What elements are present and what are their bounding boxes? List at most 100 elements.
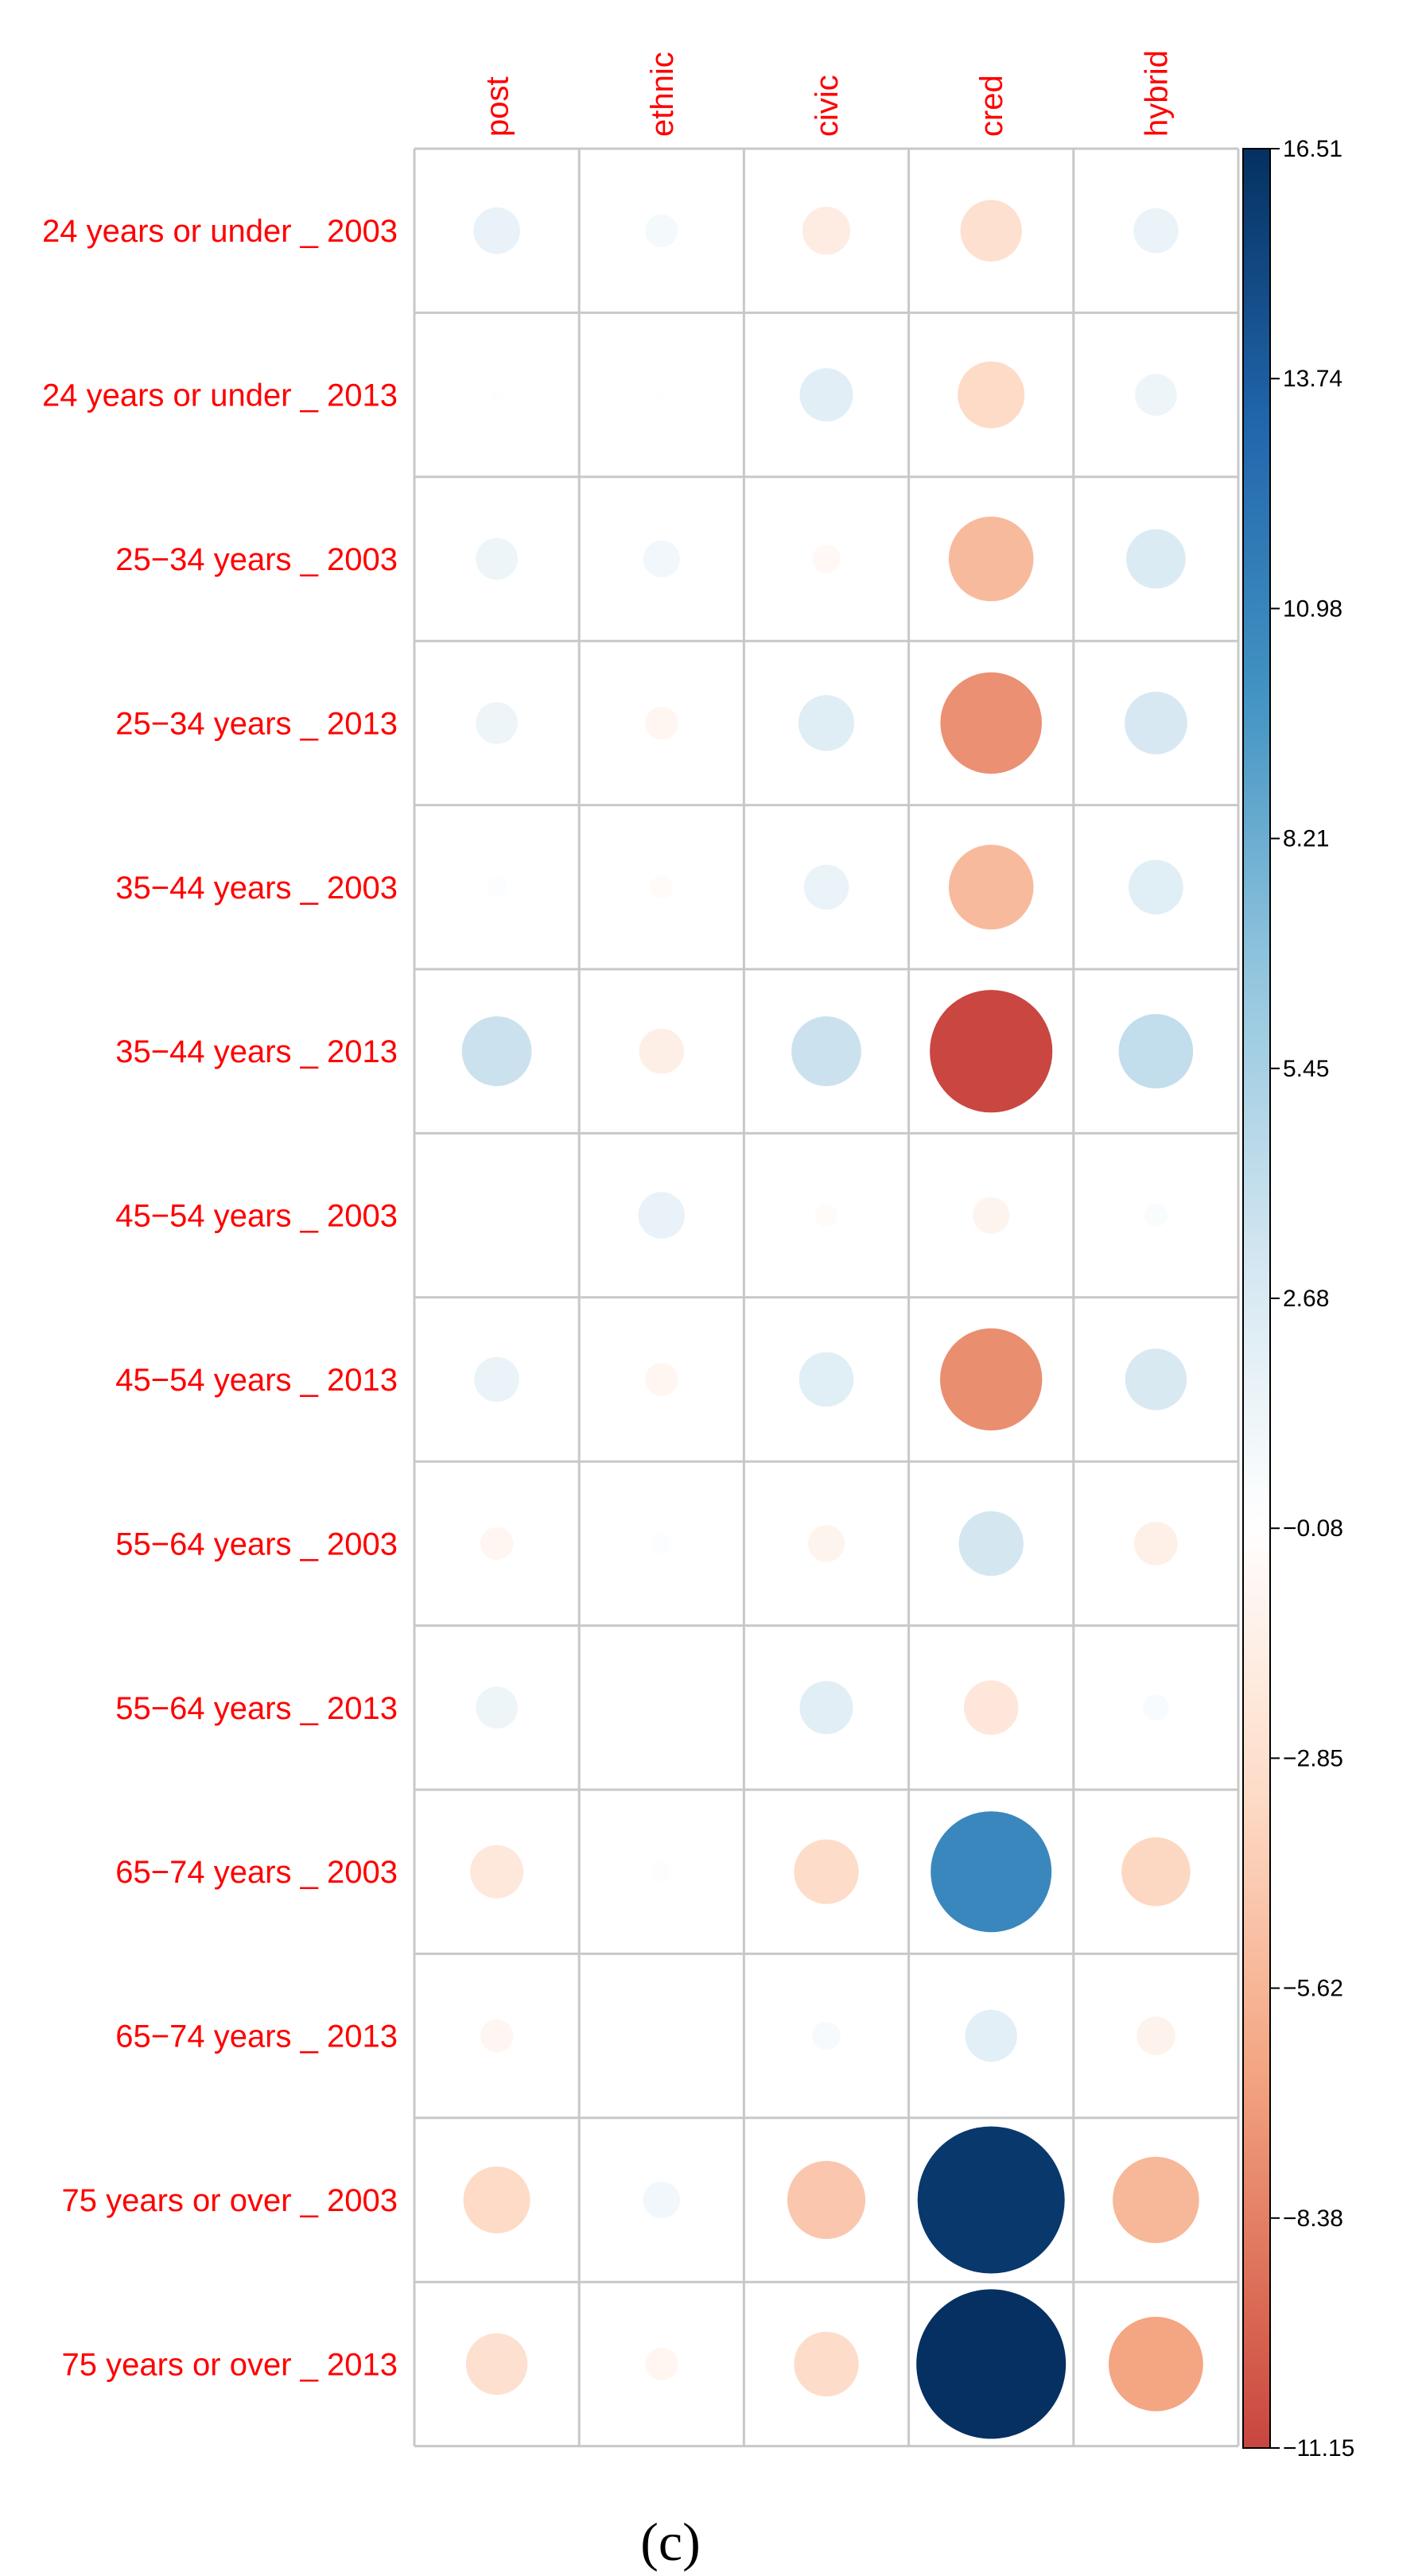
colorbar-tick-label: 8.21 bbox=[1283, 826, 1329, 852]
circle-ethnic-row-4 bbox=[645, 706, 678, 740]
circle-post-row-14 bbox=[465, 2333, 528, 2396]
row-labels: 24 years or under _ 2003 24 years or unde… bbox=[42, 214, 398, 2382]
row-label: 25−34 years _ 2003 bbox=[115, 542, 398, 577]
circle-hybrid-row-8 bbox=[1125, 1348, 1187, 1410]
circle-cred-row-13 bbox=[917, 2126, 1065, 2274]
colorbar-tick-label: −5.62 bbox=[1283, 1976, 1343, 2002]
circle-hybrid-row-11 bbox=[1121, 1837, 1191, 1907]
circles bbox=[461, 200, 1203, 2439]
circle-post-row-6 bbox=[461, 1016, 532, 1087]
circle-cred-row-3 bbox=[948, 516, 1034, 602]
circle-ethnic-row-9 bbox=[651, 1533, 672, 1554]
circle-hybrid-row-1 bbox=[1133, 208, 1179, 254]
circle-ethnic-row-2 bbox=[655, 389, 668, 401]
colorbar-tick-label: −11.15 bbox=[1283, 2435, 1354, 2462]
circle-ethnic-row-7 bbox=[638, 1192, 686, 1239]
circle-cred-row-7 bbox=[973, 1197, 1010, 1234]
circle-post-row-5 bbox=[486, 877, 507, 898]
panel-label: (c) bbox=[640, 2512, 700, 2572]
circle-post-row-10 bbox=[476, 1686, 518, 1729]
circle-cred-row-5 bbox=[948, 844, 1034, 930]
circle-hybrid-row-7 bbox=[1144, 1204, 1168, 1228]
circle-cred-row-14 bbox=[916, 2289, 1067, 2439]
circle-cred-row-11 bbox=[931, 1811, 1052, 1933]
row-label: 75 years or over _ 2003 bbox=[62, 2183, 398, 2218]
circle-civic-row-9 bbox=[807, 1525, 845, 1562]
column-label-cred: cred bbox=[974, 75, 1009, 137]
row-label: 25−34 years _ 2013 bbox=[115, 706, 398, 741]
grid bbox=[413, 147, 1240, 2448]
row-label: 55−64 years _ 2013 bbox=[115, 1691, 398, 1726]
colorbar-tick-label: 5.45 bbox=[1283, 1056, 1329, 1082]
row-label: 24 years or under _ 2013 bbox=[42, 378, 398, 413]
circle-cred-row-9 bbox=[958, 1511, 1024, 1577]
column-label-civic: civic bbox=[810, 75, 845, 137]
circle-hybrid-row-4 bbox=[1125, 692, 1187, 755]
circle-civic-row-8 bbox=[798, 1352, 854, 1407]
circle-hybrid-row-9 bbox=[1134, 1522, 1178, 1565]
row-label: 65−74 years _ 2003 bbox=[115, 1855, 398, 1890]
column-label-ethnic: ethnic bbox=[645, 52, 680, 137]
circle-civic-row-3 bbox=[812, 545, 841, 573]
colorbar-tick-label: 10.98 bbox=[1283, 596, 1342, 622]
circle-cred-row-12 bbox=[965, 2009, 1017, 2062]
circle-civic-row-4 bbox=[798, 695, 855, 751]
circle-civic-row-14 bbox=[794, 2331, 859, 2397]
circle-ethnic-row-13 bbox=[643, 2181, 680, 2219]
circle-ethnic-row-1 bbox=[645, 214, 678, 247]
circle-cred-row-4 bbox=[940, 672, 1042, 774]
circle-hybrid-row-14 bbox=[1109, 2317, 1203, 2411]
circle-cred-row-2 bbox=[958, 361, 1025, 429]
row-label: 65−74 years _ 2013 bbox=[115, 2019, 398, 2054]
colorbar-tick-label: 2.68 bbox=[1283, 1286, 1329, 1312]
circle-civic-row-12 bbox=[812, 2021, 841, 2050]
colorbar: 16.51 13.74 10.98 8.21 5.45 2.68 −0.08 −2.85 −5.… bbox=[1242, 136, 1354, 2462]
circle-hybrid-row-2 bbox=[1135, 374, 1177, 416]
row-label: 55−64 years _ 2003 bbox=[115, 1527, 398, 1562]
circle-hybrid-row-3 bbox=[1126, 529, 1186, 589]
circle-post-row-3 bbox=[476, 537, 518, 580]
row-label: 45−54 years _ 2003 bbox=[115, 1199, 398, 1234]
circle-hybrid-row-10 bbox=[1143, 1694, 1169, 1721]
circle-civic-row-5 bbox=[803, 864, 849, 910]
row-label: 35−44 years _ 2003 bbox=[115, 871, 398, 906]
circle-post-row-1 bbox=[473, 207, 520, 254]
column-label-post: post bbox=[480, 76, 515, 137]
circle-cred-row-6 bbox=[930, 990, 1053, 1113]
row-label: 75 years or over _ 2013 bbox=[62, 2347, 398, 2382]
row-label: 35−44 years _ 2013 bbox=[115, 1034, 398, 1069]
circle-post-row-4 bbox=[476, 702, 518, 744]
circle-civic-row-13 bbox=[787, 2160, 866, 2240]
circle-post-row-11 bbox=[470, 1845, 524, 1899]
circle-civic-row-1 bbox=[802, 207, 851, 255]
circle-civic-row-11 bbox=[794, 1839, 859, 1904]
row-label: 24 years or under _ 2003 bbox=[42, 214, 398, 249]
circle-ethnic-row-8 bbox=[645, 1363, 678, 1396]
circle-hybrid-row-13 bbox=[1113, 2156, 1199, 2244]
circle-cred-row-10 bbox=[963, 1680, 1019, 1736]
circle-civic-row-2 bbox=[799, 368, 853, 422]
column-label-hybrid: hybrid bbox=[1139, 50, 1174, 137]
colorbar-gradient bbox=[1242, 148, 1271, 2449]
circle-post-row-12 bbox=[480, 2019, 514, 2053]
circle-civic-row-6 bbox=[791, 1016, 861, 1087]
circle-hybrid-row-5 bbox=[1129, 859, 1183, 915]
circle-ethnic-row-5 bbox=[650, 875, 674, 899]
circle-ethnic-row-14 bbox=[645, 2347, 678, 2381]
circle-post-row-8 bbox=[474, 1356, 519, 1402]
circle-ethnic-row-6 bbox=[639, 1028, 685, 1074]
circle-post-row-13 bbox=[463, 2167, 530, 2233]
circle-post-row-2 bbox=[491, 389, 503, 401]
circle-civic-row-10 bbox=[799, 1681, 853, 1735]
circle-hybrid-row-12 bbox=[1137, 2016, 1175, 2055]
circle-cred-row-1 bbox=[960, 200, 1022, 262]
colorbar-tick-label: 16.51 bbox=[1283, 136, 1342, 162]
circle-civic-row-7 bbox=[814, 1204, 838, 1228]
colorbar-tick-label: −8.38 bbox=[1283, 2206, 1343, 2232]
column-labels: post ethnic civic cred hybrid bbox=[480, 50, 1175, 137]
row-label: 45−54 years _ 2013 bbox=[115, 1363, 398, 1398]
circle-ethnic-row-11 bbox=[651, 1861, 672, 1882]
colorbar-tick-label: 13.74 bbox=[1283, 366, 1342, 392]
colorbar-tick-label: −2.85 bbox=[1283, 1745, 1343, 1771]
